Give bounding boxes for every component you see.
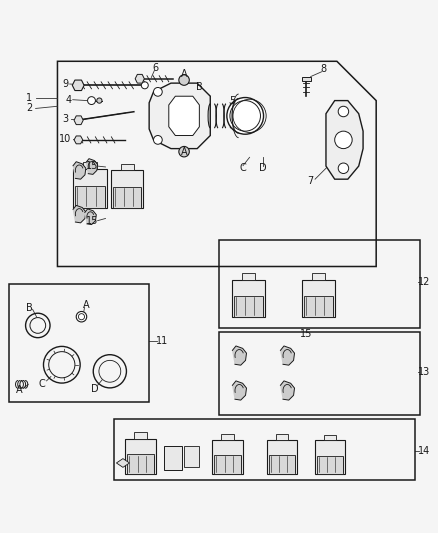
Text: 2: 2	[26, 103, 32, 114]
Polygon shape	[324, 434, 336, 440]
Polygon shape	[135, 75, 145, 83]
Polygon shape	[242, 273, 255, 280]
Bar	[219, 332, 420, 415]
Text: A: A	[181, 147, 187, 157]
Text: D: D	[259, 163, 266, 173]
Circle shape	[227, 98, 264, 134]
Polygon shape	[74, 136, 83, 144]
Circle shape	[335, 131, 352, 149]
Polygon shape	[276, 434, 288, 440]
Polygon shape	[127, 455, 154, 474]
Text: 15: 15	[300, 329, 312, 339]
Polygon shape	[75, 186, 105, 207]
Circle shape	[179, 75, 189, 85]
Polygon shape	[125, 439, 156, 474]
Text: A: A	[16, 385, 23, 394]
Polygon shape	[280, 346, 294, 365]
Polygon shape	[86, 159, 98, 174]
Polygon shape	[302, 77, 311, 80]
Text: C: C	[39, 379, 46, 390]
Polygon shape	[73, 205, 86, 223]
Polygon shape	[83, 161, 97, 168]
Text: 13: 13	[418, 367, 430, 377]
Polygon shape	[117, 458, 130, 467]
Text: 3: 3	[62, 114, 68, 124]
Circle shape	[153, 87, 162, 96]
Text: A: A	[82, 300, 89, 310]
Polygon shape	[304, 296, 332, 317]
Bar	[10, 284, 149, 402]
Polygon shape	[280, 381, 294, 400]
Polygon shape	[269, 455, 295, 474]
Circle shape	[179, 147, 189, 157]
Polygon shape	[222, 434, 233, 440]
Text: D: D	[91, 384, 99, 394]
Circle shape	[153, 135, 162, 144]
Polygon shape	[134, 432, 147, 439]
Polygon shape	[111, 171, 144, 207]
Polygon shape	[72, 80, 84, 91]
Polygon shape	[215, 455, 240, 474]
Text: 10: 10	[59, 134, 71, 144]
Text: 11: 11	[156, 336, 168, 346]
Polygon shape	[73, 168, 107, 207]
Text: B: B	[26, 303, 32, 313]
Bar	[164, 446, 182, 470]
Polygon shape	[312, 273, 325, 280]
Polygon shape	[149, 83, 210, 149]
Polygon shape	[169, 96, 199, 135]
Text: 8: 8	[321, 64, 327, 74]
Text: 12: 12	[418, 277, 431, 287]
Polygon shape	[234, 296, 263, 317]
Text: 9: 9	[62, 79, 68, 89]
Polygon shape	[315, 440, 345, 474]
Circle shape	[338, 163, 349, 174]
Polygon shape	[302, 280, 335, 317]
Text: 7: 7	[307, 176, 314, 187]
Circle shape	[338, 106, 349, 117]
Circle shape	[97, 98, 102, 103]
Text: 15: 15	[86, 216, 99, 225]
Text: 6: 6	[152, 63, 159, 73]
Polygon shape	[267, 440, 297, 474]
Polygon shape	[212, 440, 243, 474]
Polygon shape	[232, 381, 247, 400]
Polygon shape	[326, 101, 363, 179]
Text: 15: 15	[86, 161, 99, 171]
Circle shape	[76, 311, 87, 322]
Text: 14: 14	[418, 446, 430, 456]
Polygon shape	[73, 161, 86, 179]
Text: 5: 5	[229, 95, 235, 106]
Bar	[219, 240, 420, 328]
Bar	[114, 419, 416, 480]
Text: 4: 4	[65, 95, 71, 104]
Polygon shape	[120, 164, 134, 171]
Polygon shape	[85, 209, 96, 224]
Polygon shape	[232, 346, 247, 365]
Polygon shape	[113, 187, 141, 207]
Circle shape	[88, 96, 95, 104]
Polygon shape	[74, 116, 83, 125]
Circle shape	[141, 82, 148, 89]
Text: 1: 1	[26, 93, 32, 102]
Polygon shape	[317, 456, 343, 474]
Text: A: A	[181, 69, 187, 79]
Polygon shape	[232, 280, 265, 317]
Text: C: C	[240, 163, 247, 173]
Bar	[184, 446, 199, 467]
Text: B: B	[196, 83, 203, 93]
